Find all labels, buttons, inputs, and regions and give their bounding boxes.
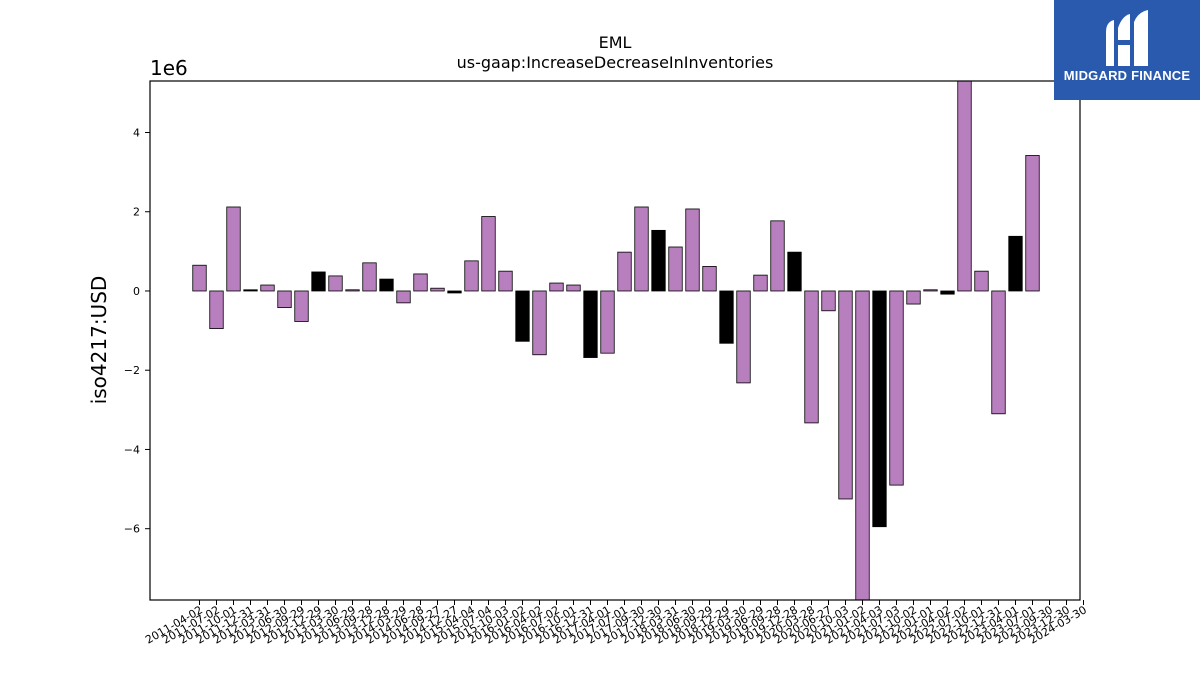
y-tick-label: 4 [133,127,140,140]
y-tick-label: 0 [133,285,140,298]
bar [447,290,462,294]
bar [532,290,547,356]
bar [226,206,241,292]
bar [379,278,394,292]
y-tick-label: 2 [133,206,140,219]
x-axis: 2011-04-022011-07-022011-10-012011-12-31… [143,600,1089,647]
logo-mark-icon [1106,10,1148,66]
bar [770,220,785,292]
bar [957,80,972,292]
bar [413,273,428,292]
bar [974,270,989,292]
y-tick-label: −4 [124,443,140,456]
bar [260,284,275,292]
bar [583,290,598,358]
bar [889,290,904,486]
bar [821,290,836,312]
y-tick-label: −2 [124,364,140,377]
bar [209,290,224,330]
bar [651,229,666,292]
bar [923,289,938,292]
bar [192,264,207,292]
bars-layer [192,80,1040,601]
bar [787,251,802,292]
bar [481,216,496,292]
bar [328,275,343,292]
bar [1008,235,1023,292]
bar [736,290,751,384]
bar [566,284,581,292]
bar [855,290,870,601]
bar [753,274,768,292]
bar [804,290,819,424]
y-axis: −6 −4 −2 0 2 4 [124,127,150,536]
bar [702,266,717,292]
bar [719,290,734,344]
chart-title: EML [598,33,632,52]
bar [991,290,1006,415]
bar [396,290,411,304]
logo-text: MIDGARD FINANCE [1063,68,1191,83]
bar [838,290,853,500]
y-axis-label: iso4217:USD [87,276,111,405]
bar [430,287,445,292]
bar [464,260,479,292]
bar [1025,155,1040,292]
bar [549,282,564,292]
midgard-finance-logo: MIDGARD FINANCE [1054,0,1200,100]
bar [311,271,326,292]
chart-subtitle: us-gaap:IncreaseDecreaseInInventories [456,53,774,72]
bar [872,290,887,528]
bar [345,289,360,292]
bar [906,290,921,305]
bar [617,251,632,292]
bar [294,290,309,322]
bar [685,208,700,292]
bar [940,290,955,295]
bar [600,290,615,354]
bar [668,246,683,292]
bar [498,270,513,292]
bar [243,289,258,292]
y-tick-label: −6 [124,523,140,536]
bar [362,262,377,292]
bar [634,206,649,292]
bar [277,290,292,309]
plot-frame [149,80,1081,601]
y-offset-label: 1e6 [150,56,188,80]
bar [515,290,530,342]
